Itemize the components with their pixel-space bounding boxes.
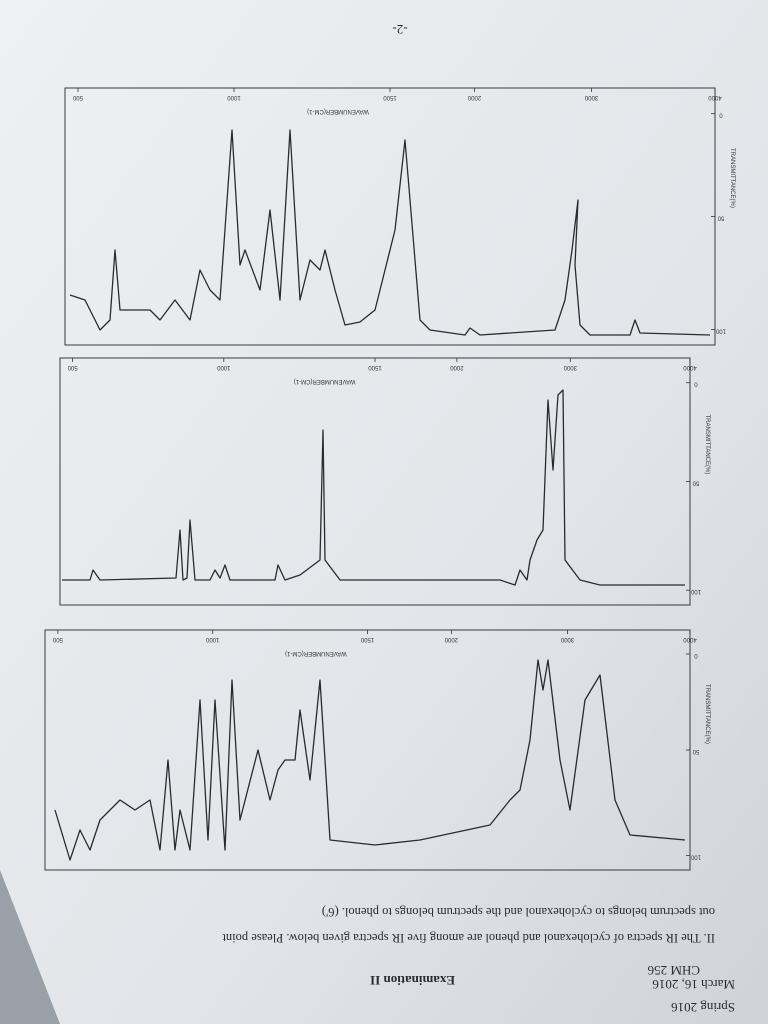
question-line: II. The IR spectra of cyclohexanol and p…	[222, 931, 715, 945]
page-edge-shadow	[0, 870, 60, 1024]
transmittance-label: 0	[694, 381, 698, 387]
wavenumber-label: 2000	[467, 94, 481, 100]
wavenumber-label: 2000	[444, 636, 458, 642]
wavenumber-label: 4000	[708, 94, 722, 100]
course: CHM 256	[647, 963, 700, 978]
ir-spectrum-trace	[62, 389, 685, 586]
wavenumber-label: 1000	[227, 94, 241, 100]
transmittance-label: 100	[715, 328, 726, 334]
transmittance-label: 0	[694, 652, 698, 658]
ir-spectrum-trace	[69, 129, 711, 336]
page-number: -2-	[392, 22, 407, 37]
transmittance-label: 100	[690, 588, 701, 594]
y-axis-title: TRANSMITTANCE(%)	[704, 684, 710, 744]
exam-title: Examination II	[370, 973, 455, 988]
ir-spectrum-trace	[54, 659, 686, 861]
wavenumber-label: 1000	[216, 364, 230, 370]
transmittance-label: 50	[692, 480, 699, 486]
transmittance-label: 0	[719, 112, 723, 118]
wavenumber-label: 3000	[560, 636, 574, 642]
wavenumber-label: 1500	[383, 94, 397, 100]
wavenumber-label: 1500	[360, 636, 374, 642]
term: Spring 2016	[671, 1000, 735, 1015]
wavenumber-label: 1000	[205, 636, 219, 642]
wavenumber-label: 1500	[368, 364, 382, 370]
wavenumber-label: 2000	[450, 364, 464, 370]
x-axis-title: WAVENUMBER(CM-1)	[307, 108, 369, 114]
transmittance-label: 50	[692, 748, 699, 754]
question-line: out spectrum belongs to cyclohexanol and…	[322, 905, 715, 919]
wavenumber-label: 500	[67, 364, 78, 370]
transmittance-label: 50	[717, 215, 724, 221]
y-axis-title: TRANSMITTANCE(%)	[729, 148, 735, 208]
wavenumber-label: 500	[52, 636, 63, 642]
transmittance-label: 100	[690, 854, 701, 860]
wavenumber-label: 4000	[683, 364, 697, 370]
date: March 16, 2016	[652, 977, 735, 992]
x-axis-title: WAVENUMBER(CM-1)	[294, 378, 356, 384]
wavenumber-label: 500	[72, 94, 83, 100]
wavenumber-label: 4000	[683, 636, 697, 642]
wavenumber-label: 3000	[584, 94, 598, 100]
x-axis-title: WAVENUMBER(CM-1)	[285, 650, 347, 656]
wavenumber-label: 3000	[563, 364, 577, 370]
y-axis-title: TRANSMITTANCE(%)	[704, 415, 710, 475]
